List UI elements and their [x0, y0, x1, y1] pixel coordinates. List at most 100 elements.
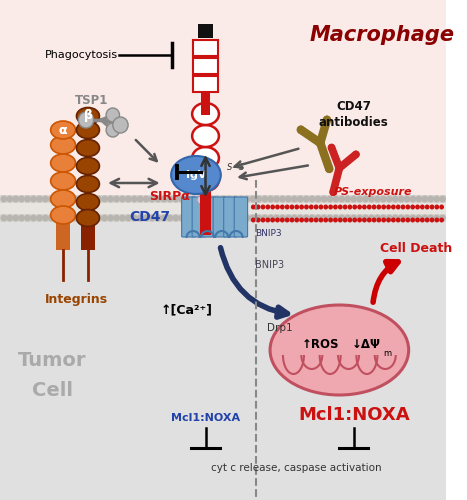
Circle shape — [261, 204, 265, 210]
Circle shape — [392, 214, 398, 222]
Circle shape — [318, 204, 323, 210]
Circle shape — [303, 196, 310, 202]
Circle shape — [143, 214, 149, 222]
Circle shape — [439, 204, 444, 210]
Circle shape — [184, 214, 191, 222]
Circle shape — [356, 214, 363, 222]
FancyBboxPatch shape — [203, 197, 216, 237]
Circle shape — [267, 214, 274, 222]
Circle shape — [84, 196, 90, 202]
Bar — [198, 24, 213, 38]
Circle shape — [101, 214, 108, 222]
Circle shape — [347, 204, 352, 210]
Circle shape — [368, 214, 375, 222]
Circle shape — [155, 196, 161, 202]
Circle shape — [433, 196, 440, 202]
FancyArrowPatch shape — [220, 248, 288, 317]
Circle shape — [352, 218, 357, 222]
Ellipse shape — [192, 147, 219, 169]
Ellipse shape — [171, 156, 221, 194]
Circle shape — [172, 196, 179, 202]
Ellipse shape — [77, 108, 99, 124]
Circle shape — [42, 214, 49, 222]
Circle shape — [339, 214, 345, 222]
Ellipse shape — [192, 169, 219, 191]
Circle shape — [328, 204, 333, 210]
Circle shape — [386, 204, 391, 210]
Circle shape — [299, 204, 304, 210]
Circle shape — [403, 196, 410, 202]
Circle shape — [149, 214, 156, 222]
Circle shape — [84, 214, 90, 222]
Circle shape — [125, 214, 132, 222]
Circle shape — [244, 196, 250, 202]
Circle shape — [427, 214, 434, 222]
Circle shape — [265, 204, 270, 210]
Text: ↓ΔΨ: ↓ΔΨ — [352, 338, 381, 351]
Circle shape — [357, 218, 362, 222]
Circle shape — [275, 204, 280, 210]
Circle shape — [0, 196, 7, 202]
Circle shape — [434, 218, 439, 222]
Circle shape — [343, 218, 347, 222]
Circle shape — [410, 204, 415, 210]
Circle shape — [7, 214, 13, 222]
Circle shape — [244, 214, 250, 222]
Circle shape — [367, 204, 372, 210]
Text: Phagocytosis: Phagocytosis — [44, 50, 118, 60]
Circle shape — [196, 196, 203, 202]
Circle shape — [106, 108, 120, 122]
Circle shape — [131, 214, 138, 222]
FancyBboxPatch shape — [182, 197, 195, 237]
Circle shape — [350, 196, 357, 202]
Circle shape — [391, 204, 396, 210]
Circle shape — [30, 214, 37, 222]
Circle shape — [214, 214, 220, 222]
Circle shape — [430, 204, 434, 210]
Circle shape — [107, 196, 114, 202]
Circle shape — [420, 204, 425, 210]
Ellipse shape — [50, 172, 76, 190]
Circle shape — [172, 214, 179, 222]
Text: Integrins: Integrins — [45, 294, 108, 306]
Circle shape — [415, 204, 420, 210]
Circle shape — [374, 214, 381, 222]
Circle shape — [24, 214, 31, 222]
Circle shape — [262, 214, 268, 222]
Circle shape — [184, 196, 191, 202]
Circle shape — [386, 214, 393, 222]
Circle shape — [131, 196, 138, 202]
Circle shape — [368, 196, 375, 202]
FancyBboxPatch shape — [213, 197, 226, 237]
Circle shape — [290, 204, 294, 210]
Circle shape — [362, 204, 367, 210]
Circle shape — [374, 196, 381, 202]
Circle shape — [113, 117, 128, 133]
Circle shape — [249, 214, 256, 222]
Circle shape — [18, 196, 25, 202]
Circle shape — [304, 218, 309, 222]
Circle shape — [12, 196, 19, 202]
Circle shape — [178, 196, 185, 202]
Circle shape — [339, 196, 345, 202]
Circle shape — [357, 204, 362, 210]
Circle shape — [226, 196, 233, 202]
Circle shape — [330, 188, 337, 196]
Circle shape — [161, 214, 167, 222]
Circle shape — [60, 214, 66, 222]
Circle shape — [420, 218, 425, 222]
Circle shape — [251, 218, 256, 222]
Circle shape — [396, 204, 401, 210]
FancyArrowPatch shape — [373, 262, 398, 302]
Circle shape — [137, 214, 143, 222]
Circle shape — [251, 204, 256, 210]
Bar — [200, 185, 211, 235]
Bar — [193, 76, 218, 92]
Circle shape — [350, 214, 357, 222]
Circle shape — [285, 214, 292, 222]
Circle shape — [416, 196, 422, 202]
Bar — [0, 205, 446, 500]
Ellipse shape — [77, 122, 99, 138]
Circle shape — [344, 196, 351, 202]
Circle shape — [338, 204, 343, 210]
